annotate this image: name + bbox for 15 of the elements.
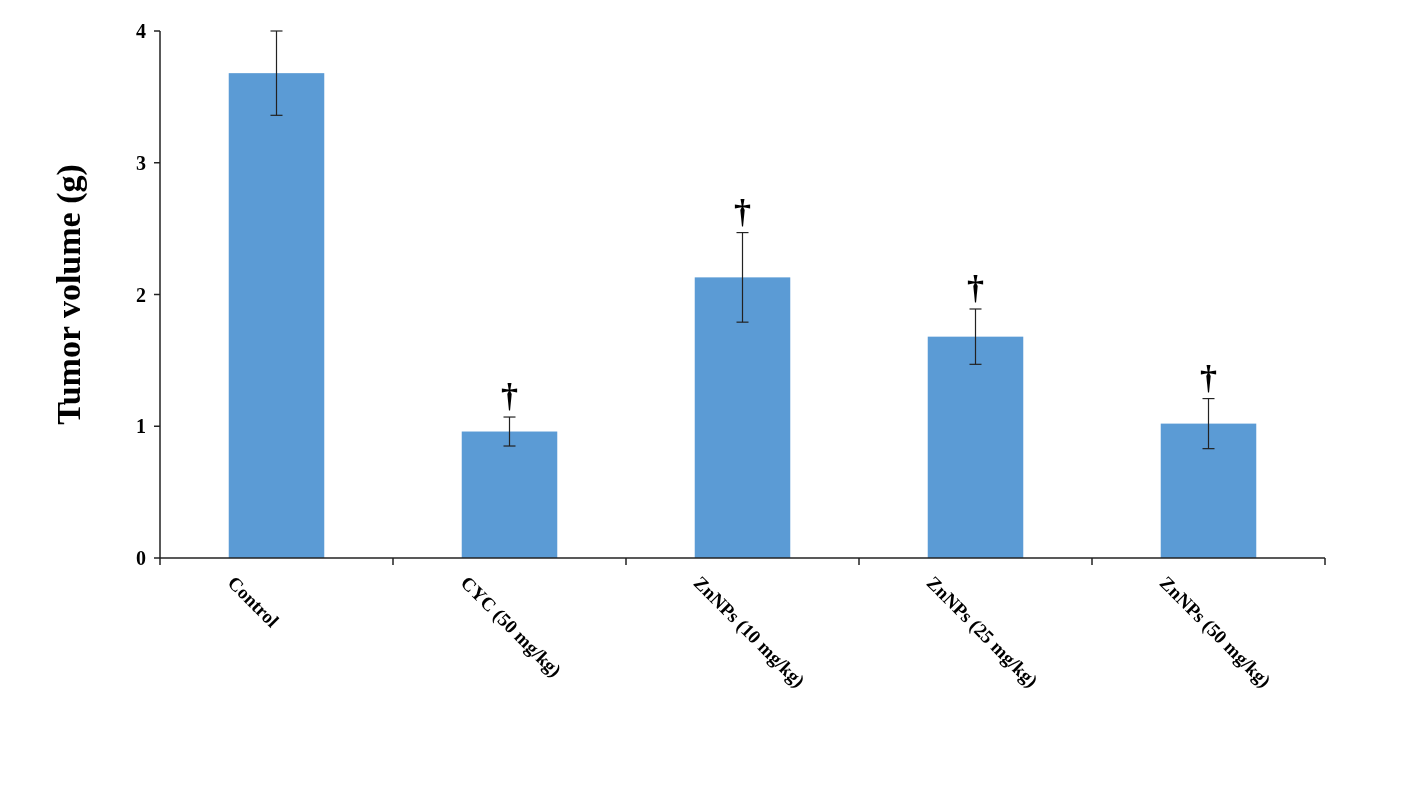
y-axis-title: Tumor volume (g) xyxy=(50,164,88,425)
y-tick-label: 1 xyxy=(136,415,146,438)
annotation: † xyxy=(967,268,984,306)
y-tick-label: 4 xyxy=(136,20,146,42)
bar xyxy=(1160,423,1257,558)
annotation: † xyxy=(734,192,751,230)
y-tick-label: 0 xyxy=(136,547,146,569)
bar xyxy=(228,73,325,558)
annotation: † xyxy=(1200,358,1217,396)
y-tick-label: 2 xyxy=(136,283,146,306)
bar xyxy=(694,277,791,558)
bar xyxy=(461,431,558,558)
y-tick-label: 3 xyxy=(136,151,146,174)
annotation: † xyxy=(501,377,518,415)
bar xyxy=(927,336,1024,558)
